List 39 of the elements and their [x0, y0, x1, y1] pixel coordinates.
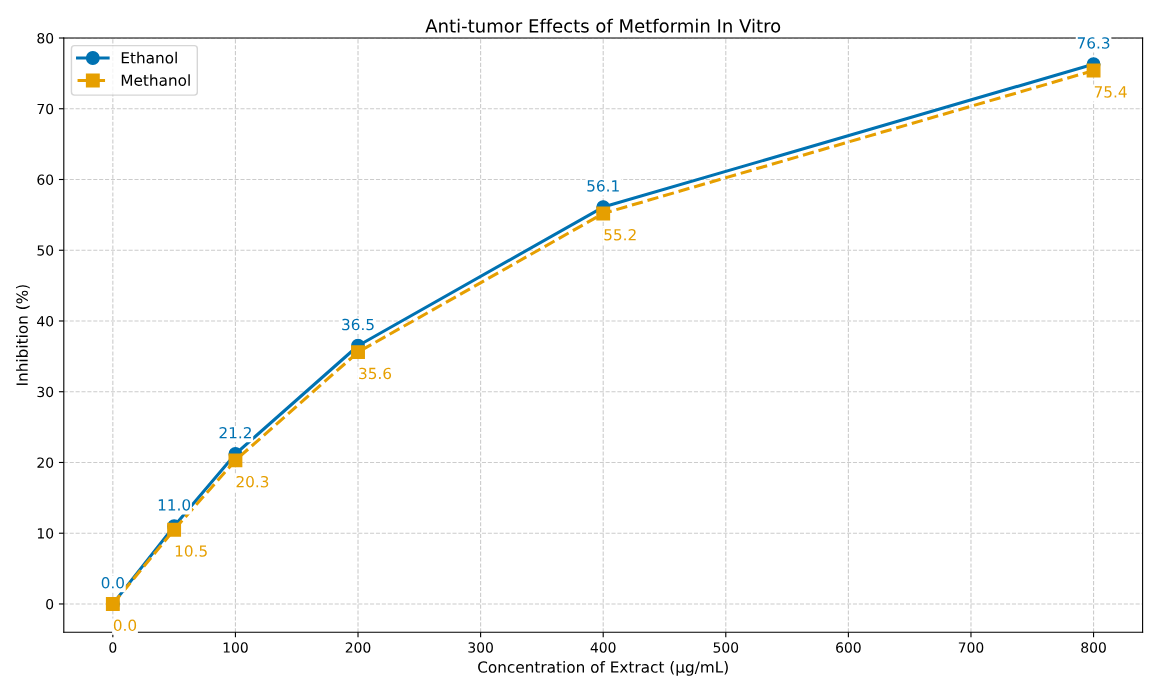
x-tick-label: 500	[713, 642, 739, 653]
y-tick-label: 60	[37, 174, 54, 185]
y-tick-label: 80	[37, 32, 54, 44]
x-tick-label: 100	[223, 642, 248, 653]
x-tick-label: 400	[590, 642, 616, 653]
y-tick-label: 20	[37, 457, 54, 468]
x-tick-label: 300	[468, 642, 493, 653]
y-tick-label: 40	[37, 315, 54, 327]
chart-title: Anti-tumor Effects of Metformin In Vitro	[425, 18, 781, 33]
y-axis-title: Inhibition (%)	[16, 285, 30, 385]
data-label: 21.2	[219, 426, 251, 439]
data-label: 75.4	[1094, 86, 1127, 98]
point	[1086, 63, 1101, 78]
data-label: 20.3	[236, 475, 269, 488]
data-label: 35.6	[359, 367, 392, 380]
data-label: 56.1	[587, 180, 619, 192]
x-tick-label: 600	[836, 642, 861, 653]
legend-label: Ethanol	[121, 51, 177, 64]
point	[351, 345, 365, 360]
x-tick-label: 800	[1081, 642, 1106, 653]
x-tick-label: 200	[345, 642, 371, 653]
point	[596, 206, 611, 221]
legend-label: Methanol	[121, 74, 190, 87]
y-tick-label: 0	[46, 598, 54, 610]
y-tick-label: 10	[37, 528, 54, 539]
data-label: 76.3	[1077, 37, 1110, 49]
y-tick-label: 30	[37, 386, 54, 398]
x-axis-title: Concentration of Extract (μg/mL)	[478, 660, 728, 676]
y-tick-label: 70	[37, 103, 54, 115]
x-tick-label: 0	[109, 642, 117, 653]
point	[228, 453, 243, 468]
data-label: 36.5	[342, 318, 374, 331]
data-label: 55.2	[604, 229, 636, 241]
x-tick-label: 700	[958, 642, 984, 653]
y-tick-label: 50	[37, 245, 54, 256]
data-label: 0.0	[101, 576, 124, 589]
data-label: 10.5	[175, 545, 207, 557]
data-label: 0.0	[113, 619, 137, 632]
data-label: 11.0	[158, 499, 191, 511]
